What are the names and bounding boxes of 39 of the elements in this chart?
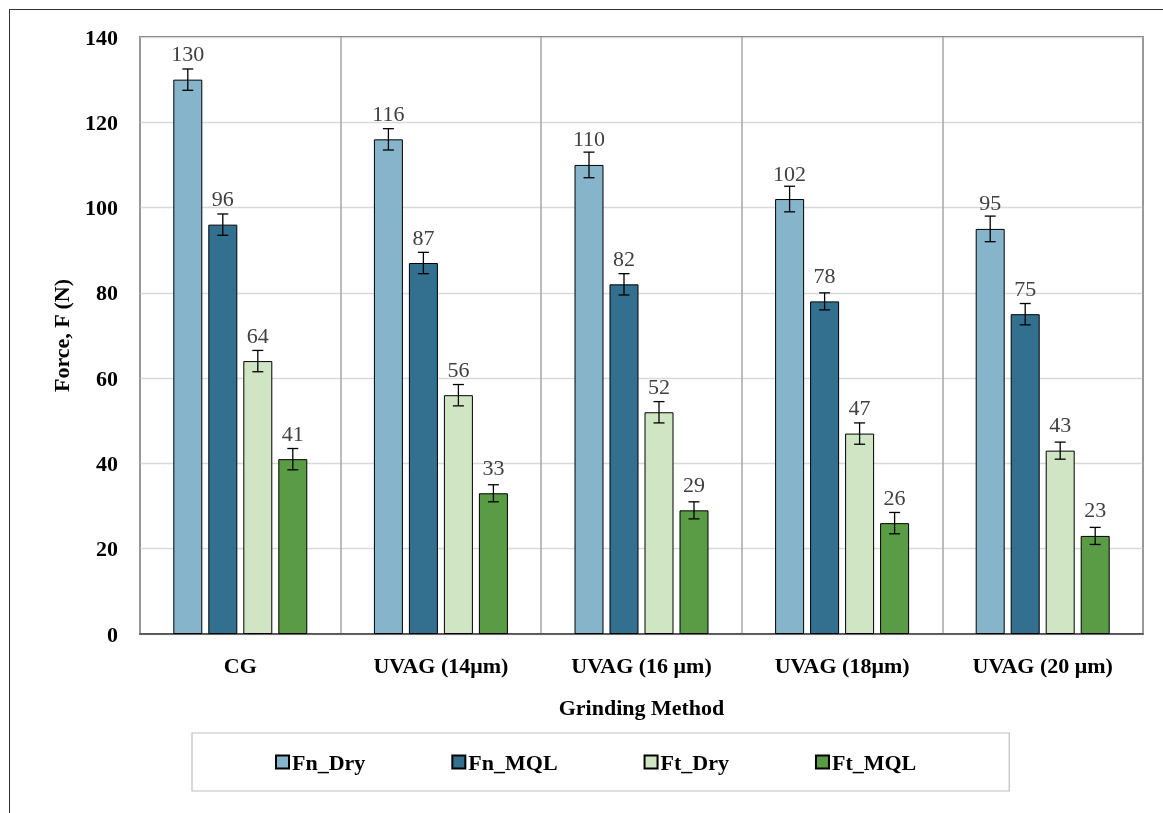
x-tick-label: UVAG (20 μm) (972, 652, 1113, 678)
data-label: 47 (848, 395, 871, 421)
x-axis-title: Grinding Method (558, 694, 725, 720)
data-label: 102 (773, 160, 807, 186)
data-label: 29 (683, 471, 705, 497)
x-tick-label: UVAG (16 μm) (571, 652, 712, 678)
y-tick-label: 120 (85, 109, 118, 135)
y-tick-label: 140 (85, 24, 118, 50)
data-label: 33 (482, 454, 505, 480)
data-label: 23 (1084, 497, 1107, 523)
y-axis-title: Force, F (N) (48, 279, 74, 392)
y-tick-label: 0 (107, 621, 118, 647)
y-tick-label: 20 (96, 536, 118, 562)
data-label: 64 (246, 322, 269, 348)
data-label: 52 (648, 373, 670, 399)
y-tick-label: 40 (96, 450, 118, 476)
data-label: 26 (883, 484, 906, 510)
y-tick-label: 80 (96, 280, 118, 306)
y-tick-label: 100 (85, 195, 118, 221)
data-label: 78 (813, 262, 836, 288)
data-label: 130 (171, 41, 205, 67)
legend-label: Ft_Dry (660, 749, 729, 775)
legend-label: Fn_Dry (292, 749, 366, 775)
legend-label: Ft_MQL (831, 749, 917, 775)
data-label: 96 (211, 186, 234, 212)
x-tick-label: UVAG (14μm) (373, 652, 509, 678)
data-label: 87 (412, 224, 435, 250)
data-label: 110 (572, 126, 606, 152)
x-tick-label: UVAG (18μm) (774, 652, 910, 678)
x-tick-label: CG (223, 652, 257, 678)
data-label: 41 (281, 420, 304, 446)
data-label: 95 (979, 190, 1002, 216)
legend-label: Fn_MQL (468, 749, 558, 775)
data-label: 82 (613, 245, 635, 271)
y-tick-label: 60 (96, 365, 118, 391)
data-label: 75 (1014, 275, 1037, 301)
data-label: 56 (447, 356, 470, 382)
data-label: 116 (372, 100, 405, 126)
data-label: 43 (1049, 412, 1072, 438)
